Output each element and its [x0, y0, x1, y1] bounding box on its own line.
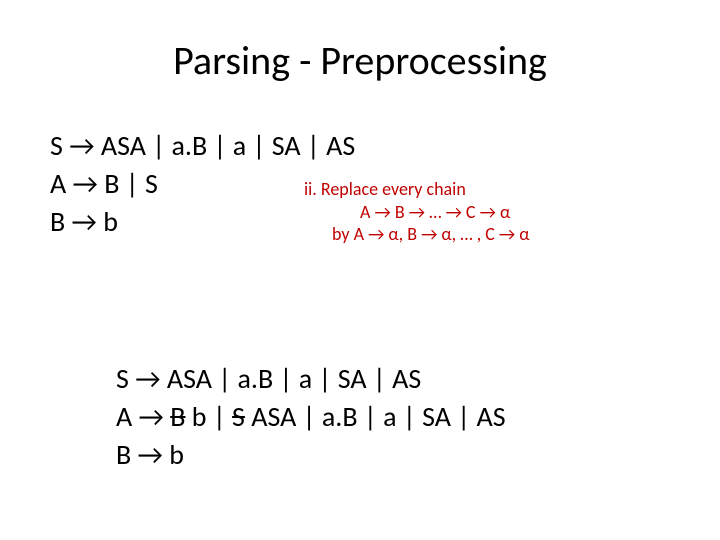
- annotation-line-1: ii. Replace every chain: [304, 178, 530, 201]
- grammar-top-line-1: S → ASA | a.B | a | SA | AS: [50, 127, 670, 165]
- line2-mid-1: b |: [185, 399, 232, 434]
- slide: Parsing - Preprocessing S → ASA | a.B | …: [0, 0, 720, 540]
- grammar-bottom-line-3: B → b: [116, 436, 506, 474]
- line2-strike-1: B: [170, 399, 185, 434]
- line2-tail: ASA | a.B | a | SA | AS: [245, 399, 506, 434]
- annotation-block: ii. Replace every chain A → B → … → C → …: [304, 178, 530, 246]
- line2-strike-2: S: [232, 399, 245, 434]
- grammar-bottom-line-1: S → ASA | a.B | a | SA | AS: [116, 360, 506, 398]
- slide-title: Parsing - Preprocessing: [50, 36, 670, 85]
- line2-prefix: A →: [116, 399, 170, 434]
- annotation-line-2: A → B → … → C → α: [304, 201, 530, 224]
- grammar-bottom-line-2: A → B b | S ASA | a.B | a | SA | AS: [116, 398, 506, 436]
- grammar-bottom-block: S → ASA | a.B | a | SA | AS A → B b | S …: [116, 360, 506, 473]
- annotation-line-3: by A → α, B → α, … , C → α: [304, 223, 530, 246]
